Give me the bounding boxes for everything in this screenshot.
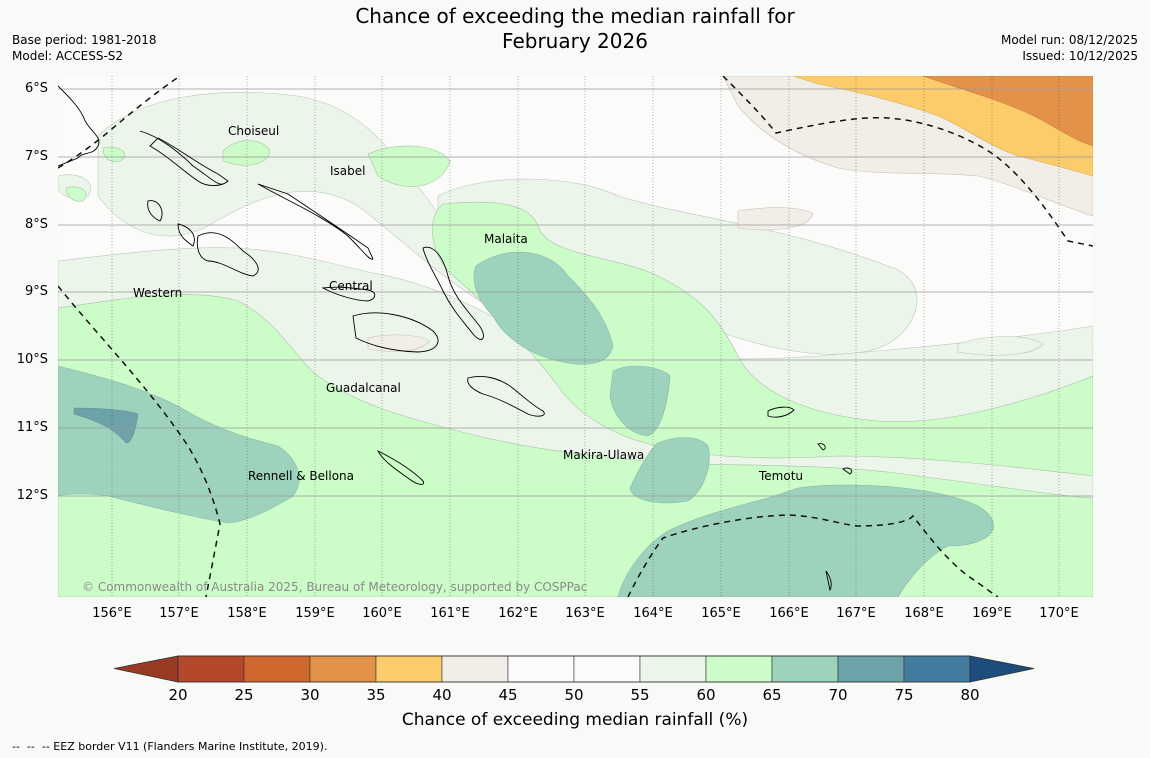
region-label-central: Central [329,279,373,293]
lon-label-156e: 156°E [92,606,132,621]
lon-label-166e: 166°E [769,606,809,621]
region-label-rennell-bellona: Rennell & Bellona [248,469,355,483]
colorbar-tick-80: 80 [960,686,980,704]
map-canvas [58,76,1093,597]
colorbar-segment [177,655,245,683]
eez-footnote: -- -- -- EEZ border V11 (Flanders Marine… [12,740,328,753]
lon-label-158e: 158°E [227,606,267,621]
lat-label-12s: 12°S [16,488,48,503]
colorbar-high-extension [969,655,1035,683]
lat-label-10s: 10°S [16,352,48,367]
model-name: Model: ACCESS-S2 [12,49,124,63]
map-title-line2: February 2026 [502,29,648,53]
lat-label-7s: 7°S [24,149,48,164]
rainfall-map [58,76,1093,597]
colorbar-segment [507,655,575,683]
lon-label-168e: 168°E [904,606,944,621]
run-info: Model run: 08/12/2025 Issued: 10/12/2025 [1001,32,1138,64]
lat-label-11s: 11°S [16,420,48,435]
eez-border [58,76,1093,597]
issued-date: Issued: 10/12/2025 [1022,49,1138,63]
colorbar-tick-25: 25 [234,686,254,704]
probability-70-75-areas [73,407,139,444]
lat-label-8s: 8°S [24,217,48,232]
region-label-isabel: Isabel [330,164,366,178]
colorbar-tick-50: 50 [564,686,584,704]
lon-label-159e: 159°E [295,606,335,621]
colorbar [114,655,1035,683]
model-run-date: Model run: 08/12/2025 [1000,33,1138,47]
lon-label-163e: 163°E [565,606,605,621]
lon-label-165e: 165°E [701,606,741,621]
colorbar-segment [771,655,839,683]
latitude-lines [58,88,1093,497]
colorbar-tick-40: 40 [432,686,452,704]
lon-label-170e: 170°E [1039,606,1079,621]
colorbar-segment [573,655,641,683]
colorbar-segment [243,655,311,683]
lon-label-169e: 169°E [972,606,1012,621]
probability-65-70-areas [58,251,994,597]
region-label-choiseul: Choiseul [228,124,280,138]
lon-label-162e: 162°E [498,606,538,621]
lon-label-167e: 167°E [836,606,876,621]
lon-label-161e: 161°E [430,606,470,621]
coastlines [58,85,853,592]
colorbar-tick-30: 30 [300,686,320,704]
colorbar-segment [639,655,707,683]
region-label-guadalcanal: Guadalcanal [326,381,401,395]
colorbar-tick-60: 60 [696,686,716,704]
model-info: Base period: 1981-2018 Model: ACCESS-S2 [12,32,157,64]
colorbar-tick-35: 35 [366,686,386,704]
probability-30-35-areas [922,76,1093,147]
colorbar-tick-75: 75 [894,686,914,704]
region-label-makira-ulawa: Makira-Ulawa [563,448,645,462]
colorbar-outline [177,655,971,683]
lon-label-164e: 164°E [633,606,673,621]
lon-label-160e: 160°E [362,606,402,621]
colorbar-tick-55: 55 [630,686,650,704]
colorbar-title: Chance of exceeding median rainfall (%) [401,710,749,730]
colorbar-segment [441,655,509,683]
colorbar-segment [375,655,443,683]
colorbar-tick-20: 20 [168,686,188,704]
colorbar-segment [903,655,971,683]
colorbar-segment [705,655,773,683]
colorbar-tick-65: 65 [762,686,782,704]
colorbar-tick-70: 70 [828,686,848,704]
colorbar-low-extension [114,655,179,683]
base-period: Base period: 1981-2018 [12,33,157,47]
region-label-western: Western [133,286,183,300]
colorbar-segments [177,655,971,683]
copyright-notice: © Commonwealth of Australia 2025, Bureau… [82,580,588,594]
map-title-line1: Chance of exceeding the median rainfall … [355,4,795,28]
colorbar-tick-45: 45 [498,686,518,704]
colorbar-segment [309,655,377,683]
region-label-temotu: Temotu [759,469,804,483]
lon-label-157e: 157°E [159,606,199,621]
lat-label-6s: 6°S [24,81,48,96]
lat-label-9s: 9°S [24,284,48,299]
colorbar-segment [837,655,905,683]
map-title: Chance of exceeding the median rainfall … [250,4,900,54]
region-label-malaita: Malaita [484,232,528,246]
